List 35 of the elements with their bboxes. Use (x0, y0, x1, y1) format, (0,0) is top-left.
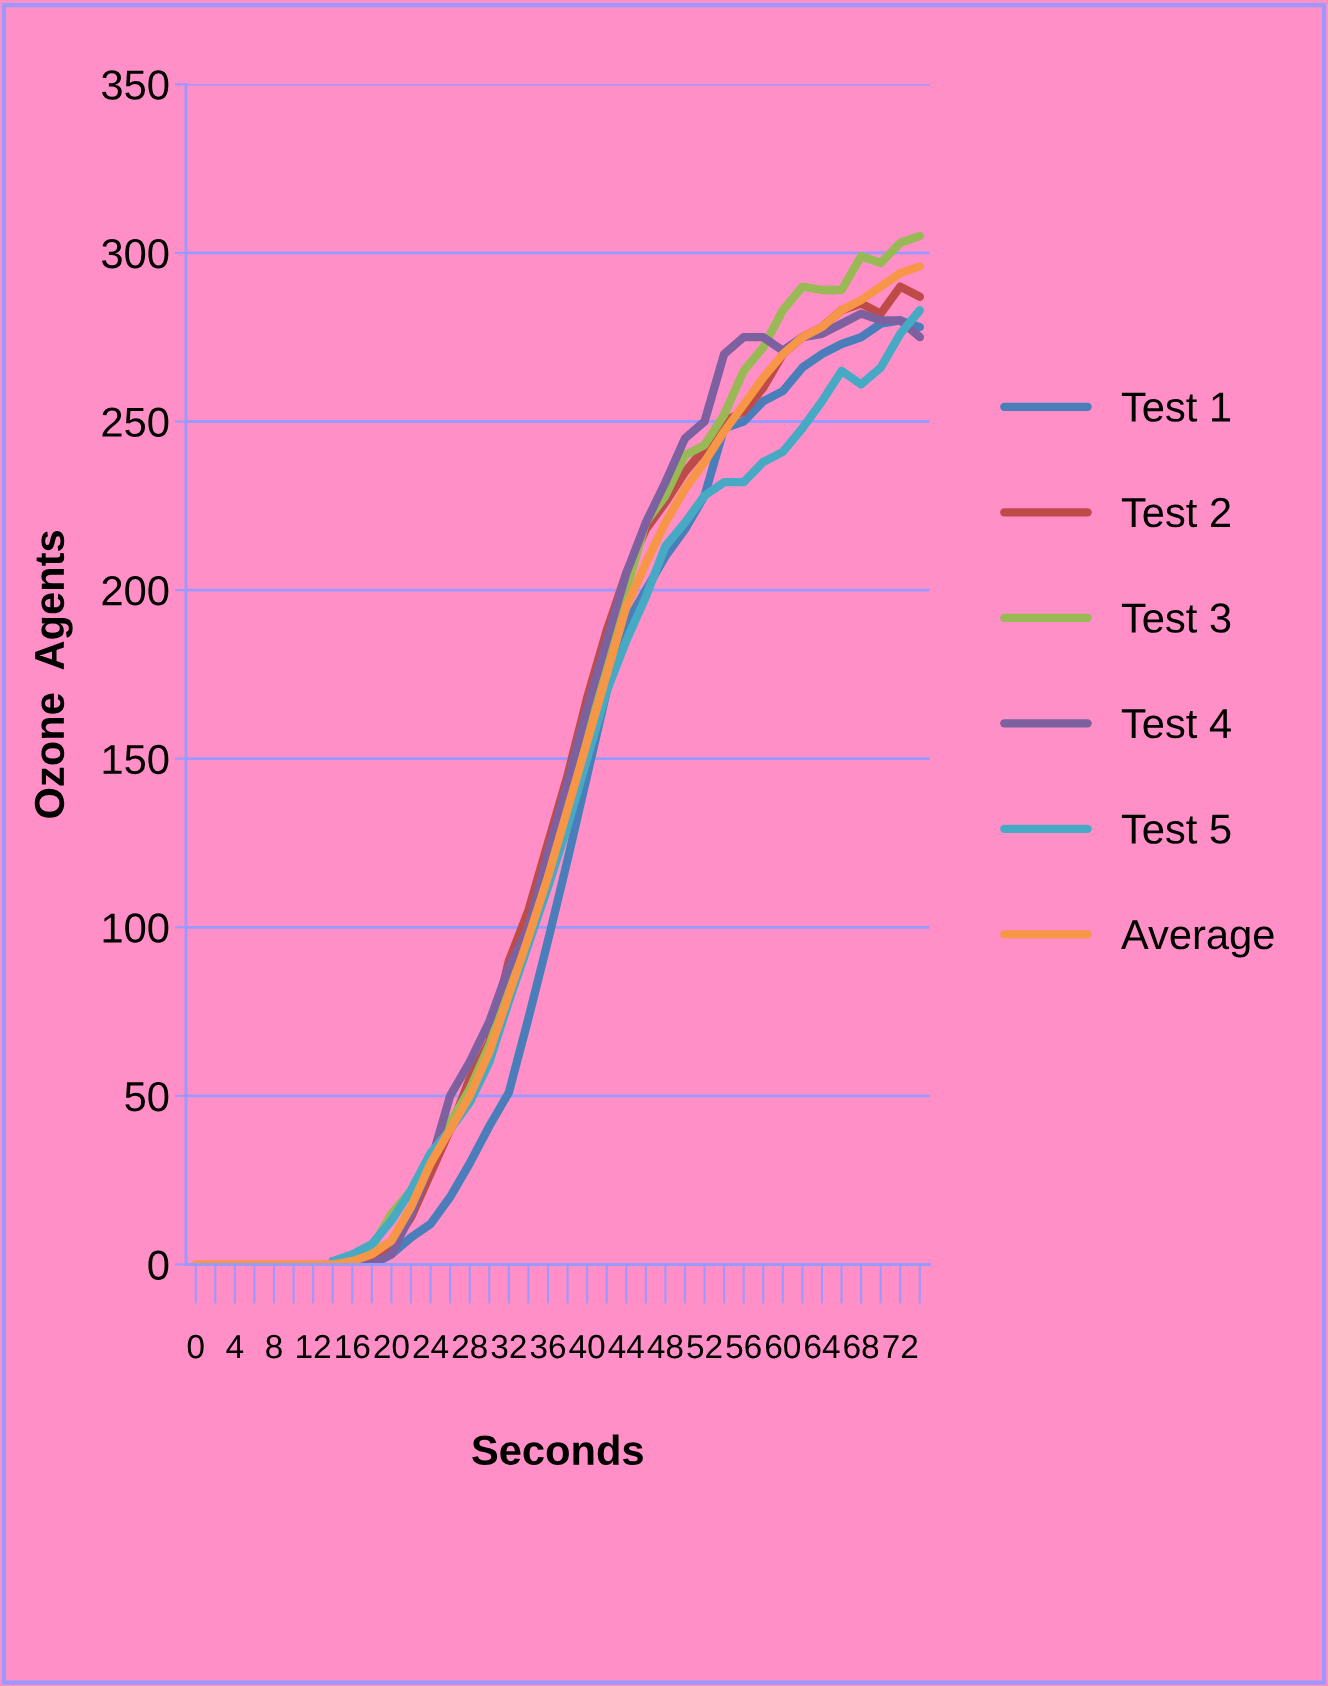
x-tick-label: 16 (336, 1334, 370, 1359)
y-tick-label: 150 (103, 744, 169, 775)
x-tick-label: 60 (765, 1334, 801, 1359)
x-tick-label: 72 (883, 1334, 918, 1359)
x-tick-label: 12 (297, 1334, 330, 1359)
x-tick-label: 24 (413, 1334, 449, 1359)
x-tick-label: 56 (726, 1334, 761, 1359)
x-tick-label: 32 (491, 1334, 526, 1359)
x-tick-label: 0 (187, 1334, 204, 1359)
x-tick-label: 68 (844, 1334, 879, 1359)
x-tick-label: 20 (374, 1334, 409, 1359)
x-tick-label: 48 (647, 1334, 683, 1359)
y-tick-label: 200 (102, 576, 169, 606)
y-axis-title: Ozone Agents (34, 531, 73, 818)
legend-label: Test 4 (1121, 709, 1231, 739)
y-tick-label: 50 (125, 1081, 169, 1112)
x-tick-label: 8 (266, 1334, 282, 1359)
x-tick-label: 4 (226, 1335, 244, 1359)
legend-label: Test 5 (1121, 814, 1231, 844)
y-tick-label: 100 (103, 913, 169, 943)
legend-label: Average (1121, 920, 1274, 958)
y-tick-label: 350 (102, 70, 169, 100)
legend-label: Test 2 (1121, 497, 1231, 528)
y-tick-label: 250 (102, 407, 169, 438)
y-tick-label: 0 (148, 1250, 169, 1281)
x-axis-title: Seconds (472, 1434, 643, 1466)
x-tick-label: 40 (569, 1334, 605, 1359)
x-tick-label: 36 (530, 1334, 566, 1359)
x-tick-label: 64 (805, 1334, 840, 1359)
x-tick-label: 52 (687, 1334, 722, 1359)
x-tick-label: 44 (608, 1335, 644, 1359)
legend-label: Test 3 (1121, 603, 1231, 633)
y-tick-label: 300 (102, 238, 169, 269)
legend-label: Test 1 (1121, 392, 1231, 422)
x-tick-label: 28 (452, 1334, 487, 1359)
